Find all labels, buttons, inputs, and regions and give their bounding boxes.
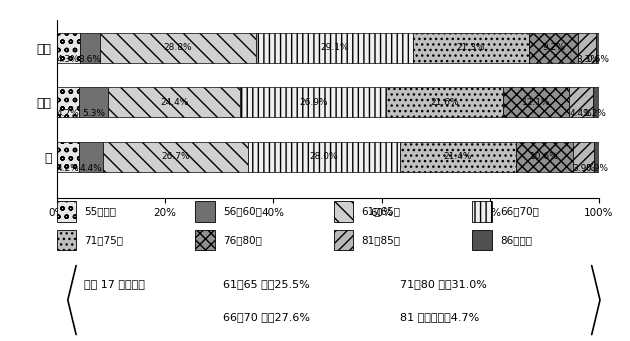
- Bar: [472, 229, 492, 250]
- Text: 21.6%: 21.6%: [430, 98, 459, 107]
- Bar: [593, 87, 599, 117]
- Text: 28.8%: 28.8%: [163, 43, 192, 52]
- Bar: [57, 33, 80, 63]
- Text: 21.4%: 21.4%: [444, 152, 472, 161]
- Text: 4.2%: 4.2%: [57, 164, 79, 173]
- Bar: [503, 87, 569, 117]
- Text: 28.0%: 28.0%: [309, 152, 338, 161]
- Text: 4.4%: 4.4%: [570, 109, 592, 118]
- Text: 3.6%: 3.6%: [78, 55, 101, 64]
- Text: 76〜80歳: 76〜80歳: [223, 235, 262, 245]
- Bar: [529, 33, 578, 63]
- Text: 61〜65 歳：25.5%: 61〜65 歳：25.5%: [223, 279, 310, 288]
- Text: 1.2%: 1.2%: [585, 109, 607, 118]
- Text: 81〜85歳: 81〜85歳: [362, 235, 401, 245]
- Bar: [195, 201, 215, 222]
- Bar: [334, 201, 353, 222]
- Text: 66〜70 歳：27.6%: 66〜70 歳：27.6%: [223, 312, 310, 322]
- Bar: [248, 142, 399, 172]
- Text: 71〜80 歳：31.0%: 71〜80 歳：31.0%: [401, 279, 487, 288]
- Text: 5.3%: 5.3%: [83, 109, 105, 118]
- Text: 12.1%: 12.1%: [522, 98, 550, 107]
- Bar: [57, 201, 76, 222]
- Bar: [80, 33, 100, 63]
- Text: 0.6%: 0.6%: [587, 55, 609, 64]
- Bar: [386, 87, 503, 117]
- Text: 4.2%: 4.2%: [57, 109, 79, 118]
- Bar: [472, 201, 492, 222]
- Text: 平成 17 年度実績: 平成 17 年度実績: [84, 279, 146, 288]
- Bar: [578, 33, 597, 63]
- Text: 61〜65歳: 61〜65歳: [362, 207, 401, 217]
- Text: 86歳以上: 86歳以上: [500, 235, 532, 245]
- Text: 4.3%: 4.3%: [57, 55, 80, 64]
- Bar: [57, 142, 79, 172]
- Text: 3.3%: 3.3%: [576, 55, 599, 64]
- Bar: [79, 142, 103, 172]
- Text: 4.4%: 4.4%: [80, 164, 103, 173]
- Bar: [597, 33, 600, 63]
- Text: 71〜75歳: 71〜75歳: [84, 235, 123, 245]
- Bar: [241, 87, 386, 117]
- Bar: [334, 229, 353, 250]
- Bar: [103, 142, 248, 172]
- Text: 21.3%: 21.3%: [457, 43, 485, 52]
- Text: 10.6%: 10.6%: [530, 152, 559, 161]
- Bar: [573, 142, 594, 172]
- Text: 0.9%: 0.9%: [585, 164, 608, 173]
- Bar: [79, 87, 108, 117]
- Text: 29.1%: 29.1%: [320, 43, 348, 52]
- Text: 81 歳以上：　4.7%: 81 歳以上： 4.7%: [401, 312, 479, 322]
- Text: 3.9%: 3.9%: [572, 164, 595, 173]
- Text: 24.4%: 24.4%: [160, 98, 188, 107]
- Bar: [569, 87, 593, 117]
- Bar: [399, 142, 515, 172]
- Text: 55歳以下: 55歳以下: [84, 207, 117, 217]
- Text: 56〜60歳: 56〜60歳: [223, 207, 262, 217]
- Text: 26.7%: 26.7%: [161, 152, 190, 161]
- Text: 66〜70歳: 66〜70歳: [500, 207, 539, 217]
- Text: 26.9%: 26.9%: [299, 98, 328, 107]
- Bar: [515, 142, 573, 172]
- Bar: [594, 142, 599, 172]
- Bar: [256, 33, 413, 63]
- Bar: [57, 87, 79, 117]
- Bar: [57, 229, 76, 250]
- Bar: [100, 33, 256, 63]
- Text: 9.2%: 9.2%: [542, 43, 565, 52]
- Bar: [108, 87, 241, 117]
- Bar: [413, 33, 529, 63]
- Bar: [195, 229, 215, 250]
